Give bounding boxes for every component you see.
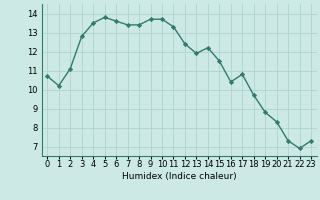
X-axis label: Humidex (Indice chaleur): Humidex (Indice chaleur) [122,172,236,181]
